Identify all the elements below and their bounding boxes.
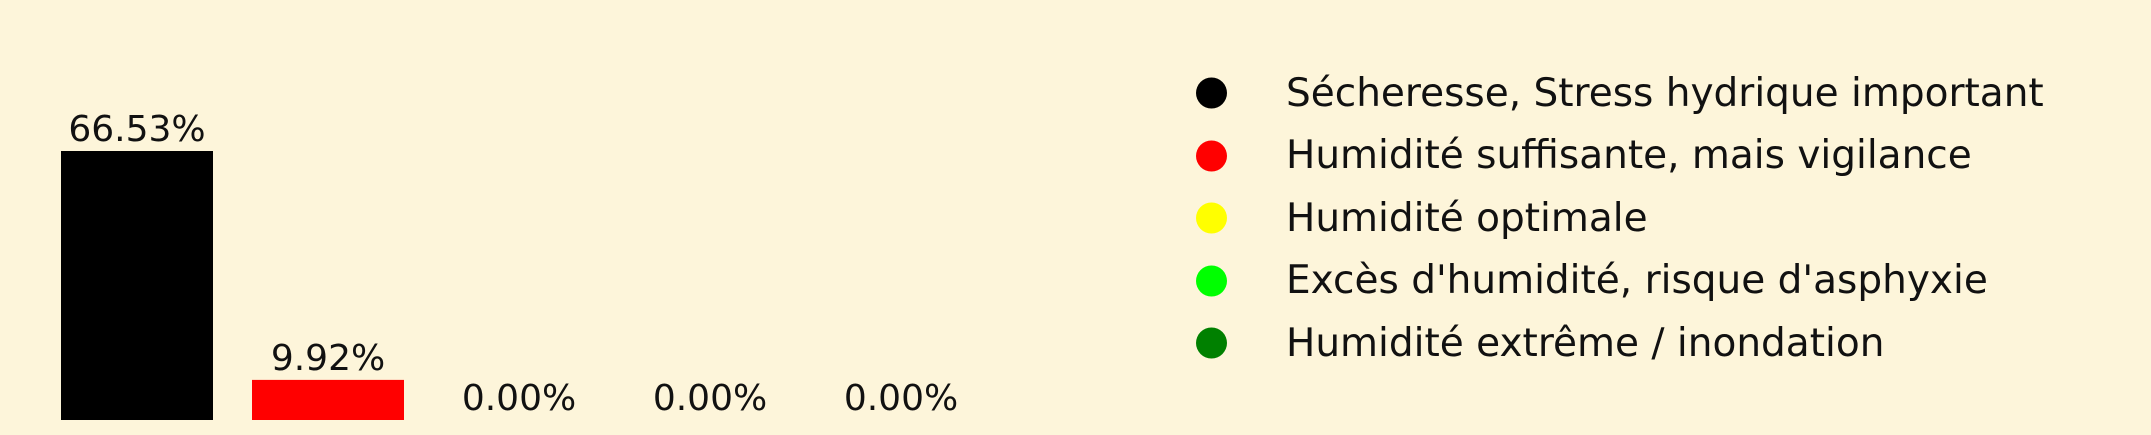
bar-value-label-5: 0.00% [844,378,958,419]
legend-marker-4 [1196,265,1227,297]
bar-value-label-4: 0.00% [653,378,767,419]
legend-label-1: Sécheresse, Stress hydrique important [1286,70,2044,116]
legend-marker-5 [1196,327,1227,359]
bar-value-label-2: 9.92% [271,338,385,379]
legend-label-5: Humidité extrême / inondation [1286,320,1885,366]
legend-marker-3 [1196,202,1227,234]
legend-marker-1 [1196,77,1227,109]
bar-1 [61,151,213,420]
legend-label-3: Humidité optimale [1286,195,1648,241]
bar-value-label-3: 0.00% [462,378,576,419]
legend-label-4: Excès d'humidité, risque d'asphyxie [1286,258,1988,304]
bar-value-label-1: 66.53% [68,109,205,150]
chart-plot-area: 66.53% 9.92% 0.00% 0.00% 0.00% [61,109,958,420]
bar-chart: 66.53% 9.92% 0.00% 0.00% 0.00% [61,109,958,420]
bar-2 [252,379,404,420]
legend-label-2: Humidité suffisante, mais vigilance [1286,133,1972,179]
legend-marker-2 [1196,140,1227,172]
